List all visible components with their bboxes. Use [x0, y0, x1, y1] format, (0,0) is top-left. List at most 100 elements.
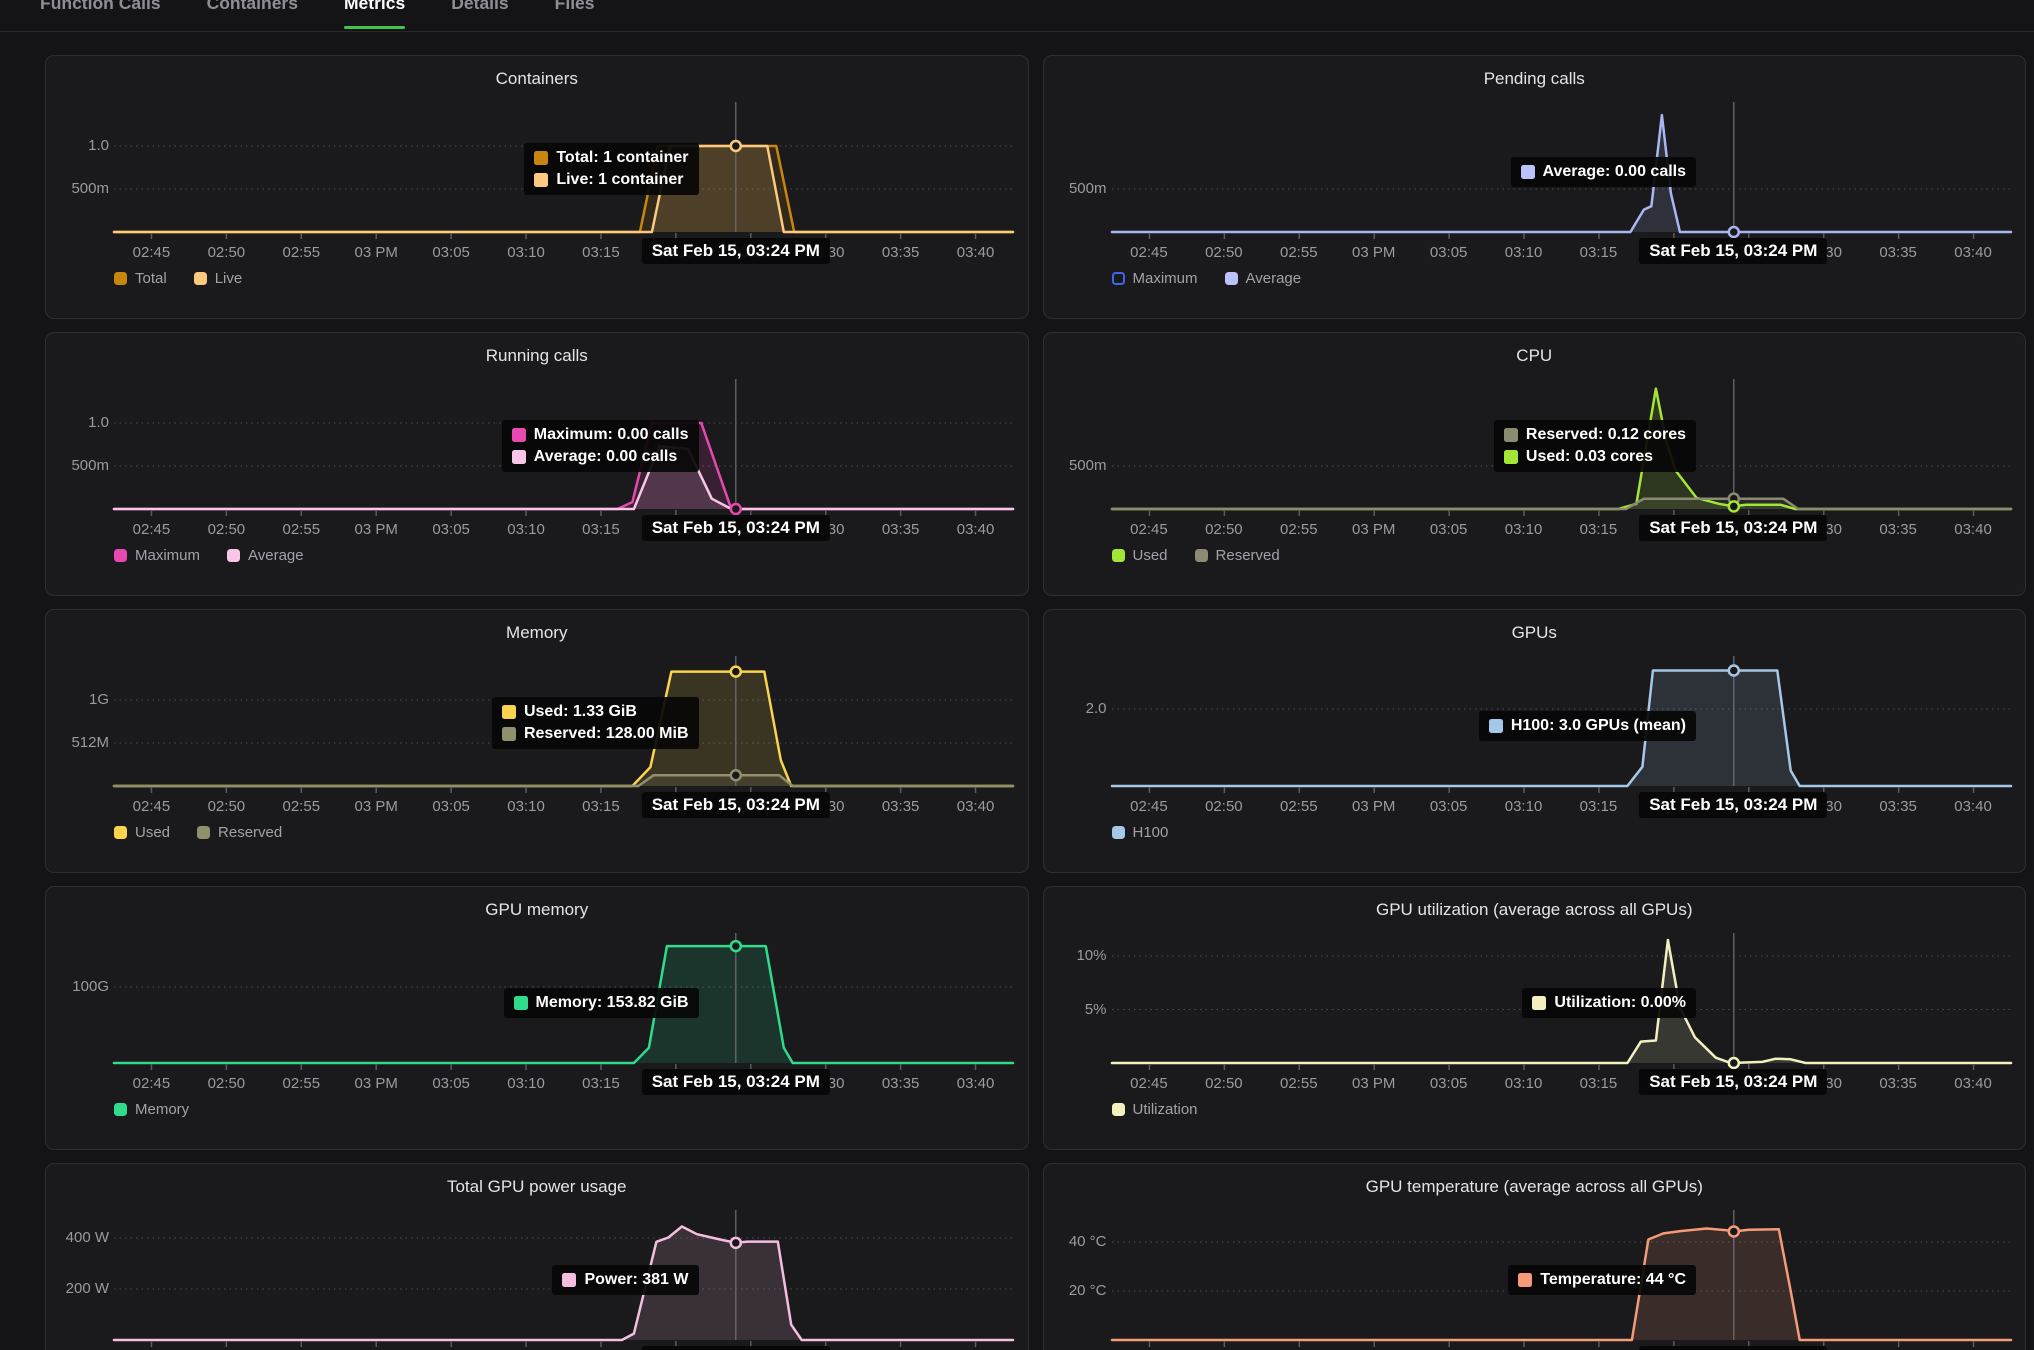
- chart-plot[interactable]: [1044, 1164, 2026, 1350]
- legend-item-memory[interactable]: Memory: [114, 1101, 189, 1118]
- hover-marker: [729, 139, 743, 153]
- chart-title: Pending calls: [1483, 69, 1585, 88]
- value-tooltip-row: Reserved: 0.12 cores: [1503, 426, 1686, 444]
- value-tooltip: Used: 1.33 GiB Reserved: 128.00 MiB: [491, 697, 699, 749]
- legend-item-reserved[interactable]: Reserved: [197, 824, 282, 841]
- x-axis-label: 02:45: [132, 1075, 171, 1092]
- legend-swatch-icon: [114, 549, 127, 562]
- legend-swatch-icon: [1111, 272, 1125, 285]
- legend-item-reserved[interactable]: Reserved: [1194, 547, 1280, 564]
- x-axis-label: 03:35: [881, 521, 920, 538]
- value-tooltip: Reserved: 0.12 cores Used: 0.03 cores: [1493, 420, 1696, 472]
- legend-item-maximum[interactable]: Maximum: [1111, 270, 1198, 287]
- cursor-date-tooltip: Sat Feb 15, 03:24 PM: [641, 1069, 830, 1095]
- tab-containers[interactable]: Containers: [207, 0, 298, 31]
- legend-label: Total: [135, 270, 167, 287]
- cursor-date-tooltip: Sat Feb 15, 03:24 PM: [641, 792, 830, 818]
- series-line-temperature: [1110, 1227, 2012, 1342]
- chart-legend: Used Reserved: [114, 824, 282, 841]
- cursor-date-tooltip: Sat Feb 15, 03:24 PM: [641, 515, 830, 541]
- x-axis-label: 02:50: [207, 1075, 246, 1092]
- legend-label: Reserved: [1215, 547, 1280, 564]
- y-axis-label: 5%: [1084, 1000, 1107, 1018]
- chart-legend: H100: [1111, 824, 1169, 841]
- tab-files[interactable]: Files: [555, 0, 595, 31]
- value-tooltip-text: Live: 1 container: [556, 171, 684, 188]
- chart-title: Containers: [495, 69, 578, 88]
- series-color-swatch-icon: [1488, 719, 1503, 733]
- tab-details[interactable]: Details: [451, 0, 508, 31]
- x-axis-label: 03:05: [432, 521, 470, 538]
- y-axis-label: 1G: [88, 691, 109, 708]
- chart-plot[interactable]: [1044, 333, 2026, 596]
- value-tooltip: Maximum: 0.00 calls Average: 0.00 calls: [501, 420, 699, 472]
- x-axis-label: 03:10: [507, 1075, 545, 1092]
- tab-metrics[interactable]: Metrics: [343, 0, 406, 31]
- legend-item-used[interactable]: Used: [114, 824, 170, 841]
- charts-grid: Containers 1.0 500m 02:45 02:50 02:55 03 PM 03:…: [0, 32, 2034, 1350]
- value-tooltip-text: Used: 0.03 cores: [1525, 448, 1654, 465]
- value-tooltip: Average: 0.00 calls: [1510, 157, 1696, 187]
- x-axis-label: 02:55: [1280, 521, 1318, 538]
- series-color-swatch-icon: [1518, 1273, 1533, 1287]
- y-axis-label: 100G: [72, 978, 109, 995]
- legend-item-total[interactable]: Total: [114, 270, 167, 287]
- legend-swatch-icon: [1111, 826, 1125, 839]
- chart-title: Running calls: [485, 346, 588, 365]
- legend-label: Used: [1132, 547, 1168, 564]
- legend-label: Used: [135, 824, 171, 841]
- chart-title: GPU memory: [485, 900, 589, 919]
- chart-plot[interactable]: [46, 56, 1028, 319]
- value-tooltip: Power: 381 W: [552, 1265, 699, 1295]
- legend-label: Live: [214, 270, 243, 287]
- cursor-date-tooltip: Sat Feb 15, 03:24 PM: [1639, 1346, 1828, 1350]
- chart-legend: Utilization: [1111, 1101, 1198, 1118]
- value-tooltip-row: Maximum: 0.00 calls: [511, 426, 689, 444]
- legend-item-used[interactable]: Used: [1111, 547, 1168, 564]
- chart-plot[interactable]: [1044, 887, 2026, 1150]
- x-axis-label: 03:05: [1429, 798, 1468, 815]
- x-axis-label: 03 PM: [1352, 521, 1396, 538]
- chart-plot[interactable]: [1044, 56, 2026, 319]
- chart-plot[interactable]: [46, 1164, 1028, 1350]
- chart-plot[interactable]: [46, 887, 1028, 1150]
- x-axis-label: 02:45: [1130, 521, 1168, 538]
- legend-swatch-icon: [114, 272, 127, 285]
- series-area-reserved: [1111, 498, 2011, 509]
- chart-plot[interactable]: [46, 610, 1028, 873]
- legend-item-average[interactable]: Average: [1224, 270, 1301, 287]
- value-tooltip: Utilization: 0.00%: [1522, 988, 1696, 1018]
- chart-card-gpu-utilization-average-across-all-gpus: GPU utilization (average across all GPUs…: [1042, 886, 2026, 1150]
- y-axis-label: 500m: [71, 457, 109, 474]
- tab-label: Files: [554, 0, 595, 13]
- x-axis-label: 03:05: [432, 244, 470, 261]
- chart-card-gpu-temperature-average-across-all-gpus: GPU temperature (average across all GPUs…: [1042, 1163, 2026, 1350]
- x-axis-label: 02:45: [132, 521, 171, 538]
- chart-plot[interactable]: [1044, 610, 2026, 873]
- hover-marker: [1727, 1225, 1740, 1238]
- value-tooltip-row: Reserved: 128.00 MiB: [501, 725, 689, 743]
- legend-label: H100: [1132, 824, 1169, 841]
- legend-item-live[interactable]: Live: [193, 270, 243, 287]
- legend-item-maximum[interactable]: Maximum: [114, 547, 200, 564]
- x-axis-label: 03 PM: [1352, 1075, 1396, 1092]
- x-axis-label: 03:15: [1579, 798, 1618, 815]
- series-line-utilization: [1110, 938, 2012, 1065]
- chart-card-gpu-memory: GPU memory 100G 02:45 02:50 02:55 03 PM 03:05 0…: [45, 886, 1029, 1150]
- legend-swatch-icon: [114, 1103, 127, 1116]
- legend-item-utilization[interactable]: Utilization: [1111, 1101, 1198, 1118]
- x-axis-label: 03:05: [1429, 521, 1468, 538]
- tab-label: Details: [451, 0, 509, 13]
- y-axis-label: 10%: [1076, 947, 1107, 964]
- chart-title: Total GPU power usage: [446, 1177, 627, 1196]
- y-axis-label: 512M: [71, 734, 109, 751]
- tab-function-calls[interactable]: Function Calls: [40, 0, 161, 31]
- value-tooltip-row: Live: 1 container: [534, 171, 688, 189]
- x-axis-label: 02:55: [1280, 798, 1318, 815]
- legend-item-average[interactable]: Average: [227, 547, 304, 564]
- x-axis-label: 02:50: [207, 798, 246, 815]
- legend-item-h100[interactable]: H100: [1111, 824, 1169, 841]
- x-axis-label: 03:35: [881, 798, 920, 815]
- legend-label: Reserved: [218, 824, 283, 841]
